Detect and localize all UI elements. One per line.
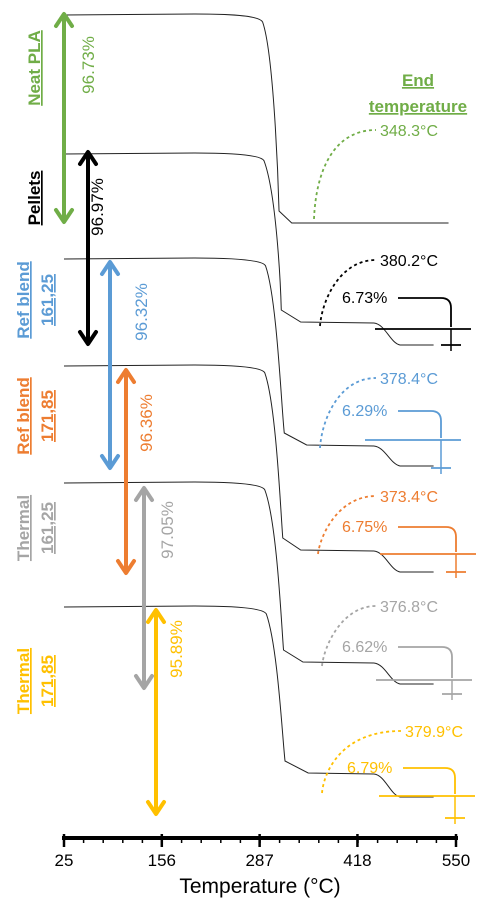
- sample-label-1: Pellets: [25, 171, 44, 226]
- mass-loss-label-0: 96.73%: [79, 36, 98, 94]
- sample-label-line1: Neat PLA: [25, 30, 44, 106]
- end-temperature-leader-1: [319, 259, 377, 327]
- arrow-head-top-0: [54, 12, 74, 28]
- end-temperature-label-2: 378.4°C: [380, 371, 438, 388]
- end-temperature-leader-2: [319, 377, 377, 449]
- tga-curves: [63, 13, 449, 798]
- end-temperature-leader-0: [313, 129, 377, 220]
- curve-0: [63, 13, 449, 224]
- sample-label-5: Thermal 171,85: [14, 648, 57, 714]
- sample-label-line2: 161,25: [38, 502, 57, 554]
- arrow-head-bottom-1: [78, 330, 98, 346]
- residue-leader-5: [403, 767, 456, 794]
- residue-leader-4: [398, 646, 453, 678]
- end-temperature-label-0: 348.3°C: [380, 123, 438, 140]
- x-tick-label-4: 550: [442, 851, 470, 870]
- sample-label-3: Ref blend 171,85: [14, 377, 57, 454]
- sample-labels: Neat PLA Pellets Ref blend 161,25 Ref blend 1…: [14, 30, 57, 714]
- residue-label-3: 6.75%: [342, 519, 387, 536]
- arrow-head-bottom-5: [146, 800, 166, 816]
- sample-label-line2: 161,25: [38, 274, 57, 326]
- sample-label-line1: Pellets: [25, 171, 44, 226]
- arrow-head-top-4: [134, 486, 154, 502]
- mass-loss-label-5: 95.89%: [167, 620, 186, 678]
- end-temperature-leader-3: [317, 495, 377, 555]
- end-temperature-label-1: 380.2°C: [380, 253, 438, 270]
- residue-leader-3: [398, 526, 457, 552]
- sample-label-0: Neat PLA: [25, 30, 44, 106]
- sample-label-line1: Thermal: [14, 648, 33, 714]
- sample-label-line2: 171,85: [38, 655, 57, 707]
- residue-label-4: 6.62%: [342, 639, 387, 656]
- sample-label-line1: Ref blend: [14, 377, 33, 454]
- arrow-head-top-5: [146, 608, 166, 624]
- arrow-head-top-3: [116, 368, 136, 384]
- end-temperature-label-3: 373.4°C: [380, 489, 438, 506]
- mass-loss-label-3: 96.36%: [137, 394, 156, 452]
- mass-loss-arrows: 96.73% 96.97% 96.32% 96.36% 97.05% 95.89%: [54, 12, 186, 816]
- x-tick-label-1: 156: [148, 851, 176, 870]
- x-tick-label-3: 418: [343, 851, 371, 870]
- end-temperature-title-line2: temperature: [369, 97, 467, 116]
- end-temperature-label-4: 376.8°C: [380, 599, 438, 616]
- curve-1: [63, 152, 434, 346]
- curve-2: [63, 257, 434, 467]
- curve-3: [63, 364, 434, 573]
- end-temperature-annotations: End temperature 348.3°C 380.2°C 378.4°C 373.4…: [313, 71, 476, 824]
- sample-label-2: Ref blend 161,25: [14, 261, 57, 338]
- end-temperature-leader-4: [321, 605, 377, 667]
- sample-label-line1: Thermal: [14, 495, 33, 561]
- curve-4: [63, 481, 434, 685]
- end-temperature-leader-5: [321, 730, 402, 794]
- sample-label-4: Thermal 161,25: [14, 495, 57, 561]
- residue-leader-1: [398, 297, 452, 327]
- mass-loss-label-1: 96.97%: [88, 178, 107, 236]
- arrow-head-bottom-3: [116, 559, 136, 575]
- residue-label-2: 6.29%: [342, 403, 387, 420]
- sample-label-line1: Ref blend: [14, 261, 33, 338]
- arrow-head-top-1: [78, 150, 98, 166]
- curve-5: [63, 605, 434, 798]
- residue-label-5: 6.79%: [347, 760, 392, 777]
- arrow-head-bottom-0: [54, 208, 74, 224]
- x-axis: 25 156 287 418 550 Temperature (°C): [55, 834, 470, 898]
- x-axis-title: Temperature (°C): [179, 875, 340, 898]
- end-temperature-title-line1: End: [402, 71, 434, 90]
- x-tick-label-2: 287: [245, 851, 273, 870]
- arrow-head-top-2: [100, 260, 120, 276]
- mass-loss-label-4: 97.05%: [158, 501, 177, 559]
- sample-label-line2: 171,85: [38, 390, 57, 442]
- arrow-head-bottom-2: [100, 454, 120, 470]
- residue-label-1: 6.73%: [342, 290, 387, 307]
- x-tick-label-0: 25: [55, 851, 74, 870]
- mass-loss-label-2: 96.32%: [132, 283, 151, 341]
- residue-leader-2: [398, 410, 442, 438]
- arrow-head-bottom-4: [134, 674, 154, 690]
- end-temperature-label-5: 379.9°C: [405, 724, 463, 741]
